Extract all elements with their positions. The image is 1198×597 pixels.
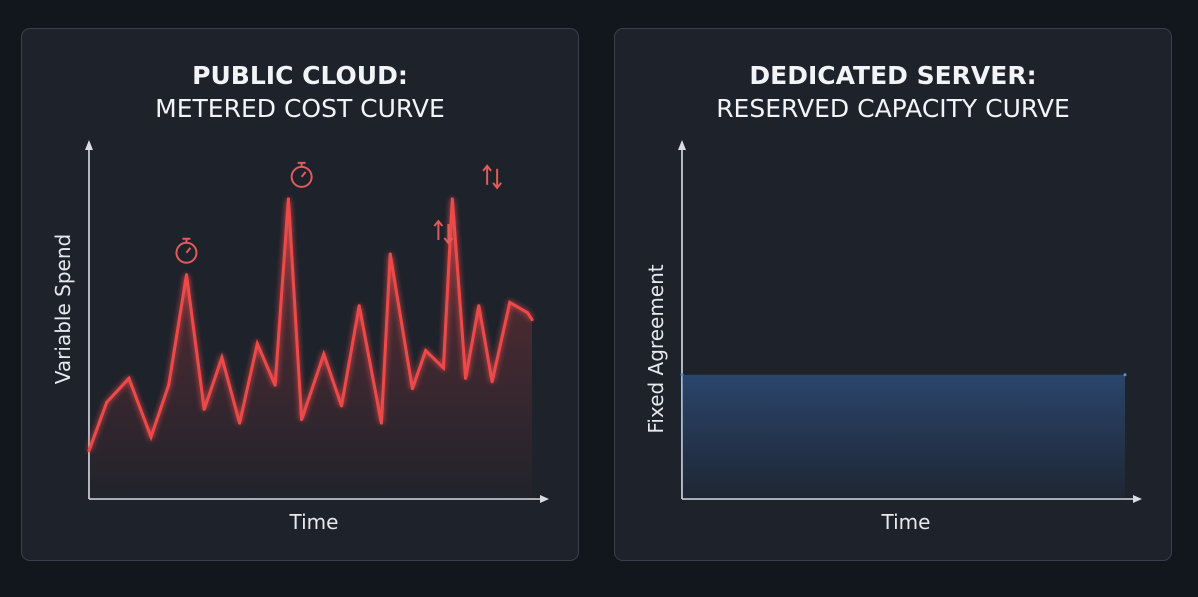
- data-point: [508, 300, 512, 304]
- x-axis-arrow: [1133, 495, 1142, 503]
- data-point: [340, 404, 344, 408]
- event-markers: [175, 161, 502, 264]
- data-point: [680, 373, 684, 377]
- panel-title: PUBLIC CLOUD: METERED COST CURVE: [22, 59, 578, 125]
- data-point: [184, 273, 188, 277]
- data-point: [286, 197, 290, 201]
- data-point: [238, 421, 242, 425]
- data-point: [410, 387, 414, 391]
- reserved-capacity-chart: Time Fixed Agreement: [644, 140, 1142, 534]
- metered-cost-chart: Time Variable Spend: [51, 140, 549, 534]
- data-point: [220, 356, 224, 360]
- panel-title: DEDICATED SERVER: RESERVED CAPACITY CURV…: [615, 59, 1171, 125]
- data-point: [322, 352, 326, 356]
- data-point: [441, 366, 445, 370]
- x-axis-label: Time: [289, 510, 339, 534]
- data-point: [379, 421, 383, 425]
- spend-area: [89, 198, 532, 499]
- data-point: [357, 304, 361, 308]
- data-point: [127, 376, 131, 380]
- data-point: [464, 376, 468, 380]
- data-point: [1123, 373, 1127, 377]
- title-subtitle: METERED COST CURVE: [155, 94, 445, 123]
- up-down-arrows-icon: [482, 164, 502, 190]
- data-point: [149, 435, 153, 439]
- data-point: [105, 400, 109, 404]
- y-axis-arrow: [85, 140, 93, 150]
- up-down-arrows-icon: [433, 219, 454, 245]
- y-axis-label: Fixed Agreement: [644, 264, 668, 433]
- data-point: [388, 252, 392, 256]
- data-point: [490, 380, 494, 384]
- stopwatch-icon: [175, 237, 198, 264]
- data-points: [680, 373, 1127, 377]
- capacity-area: [682, 374, 1125, 499]
- data-point: [526, 311, 530, 315]
- title-bold: DEDICATED SERVER:: [749, 61, 1037, 90]
- x-axis-arrow: [540, 495, 549, 503]
- data-point: [530, 318, 534, 322]
- spend-line: [87, 198, 534, 452]
- stopwatch-icon: [290, 161, 313, 188]
- data-point: [450, 197, 454, 201]
- data-point: [477, 304, 481, 308]
- x-axis-label: Time: [881, 510, 931, 534]
- data-point: [424, 349, 428, 353]
- data-point: [300, 418, 304, 422]
- reserved-capacity-panel: DEDICATED SERVER: RESERVED CAPACITY CURV…: [614, 28, 1172, 561]
- data-point: [202, 407, 206, 411]
- y-axis-arrow: [678, 140, 686, 150]
- data-points: [87, 197, 534, 453]
- y-axis-label: Variable Spend: [51, 234, 75, 384]
- data-point: [273, 383, 277, 387]
- data-point: [167, 383, 171, 387]
- title-subtitle: RESERVED CAPACITY CURVE: [716, 94, 1070, 123]
- data-point: [87, 449, 91, 453]
- metered-cost-panel: PUBLIC CLOUD: METERED COST CURVE Time Va…: [21, 28, 579, 561]
- title-bold: PUBLIC CLOUD:: [192, 61, 408, 90]
- data-point: [255, 342, 259, 346]
